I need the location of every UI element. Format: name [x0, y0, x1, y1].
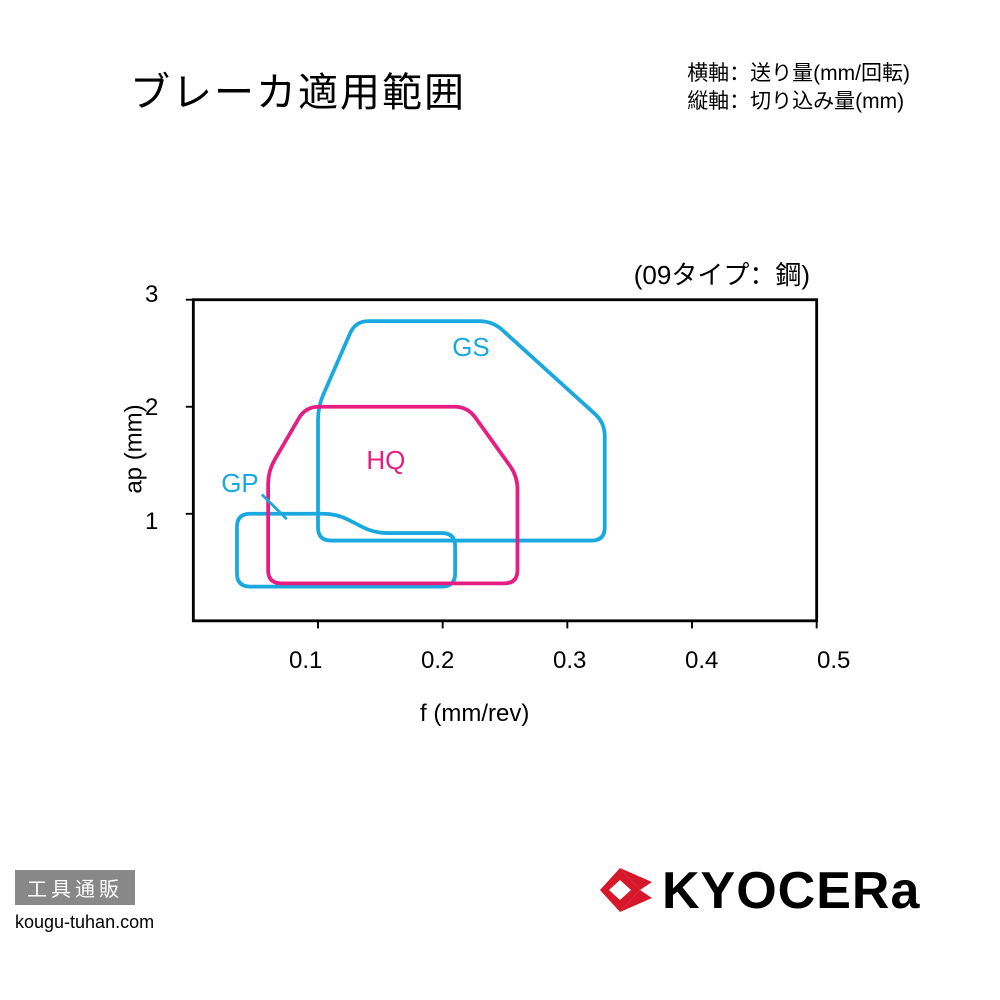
chart-area	[175, 295, 835, 635]
axis-legend-x: 横軸：送り量(mm/回転)	[687, 60, 910, 88]
region-label-hq: HQ	[366, 445, 405, 476]
chart-svg	[175, 295, 835, 635]
y-tick: 3	[145, 281, 158, 309]
axis-legend: 横軸：送り量(mm/回転) 縦軸：切り込み量(mm)	[687, 60, 910, 117]
x-tick: 0.1	[289, 647, 322, 675]
x-tick: 0.5	[817, 647, 850, 675]
x-tick: 0.3	[553, 647, 586, 675]
region-label-gp: GP	[221, 468, 259, 499]
shop-url: kougu-tuhan.com	[15, 912, 154, 933]
logo-svg: KYOCERa	[590, 860, 950, 920]
region-label-gs: GS	[452, 332, 490, 363]
axis-legend-y: 縦軸：切り込み量(mm)	[687, 88, 910, 116]
kyocera-logo: KYOCERa	[590, 860, 950, 925]
logo-text: KYOCERa	[662, 862, 920, 920]
x-tick: 0.2	[421, 647, 454, 675]
y-tick: 1	[145, 508, 158, 536]
x-tick: 0.4	[685, 647, 718, 675]
header: ブレーカ適用範囲 横軸：送り量(mm/回転) 縦軸：切り込み量(mm)	[0, 60, 1000, 118]
shop-badge: 工具通販	[15, 870, 135, 905]
page-title: ブレーカ適用範囲	[130, 60, 466, 118]
chart-subtitle: (09タイプ：鋼)	[634, 255, 810, 292]
x-axis-label: f (mm/rev)	[420, 700, 529, 728]
y-tick: 2	[145, 394, 158, 422]
